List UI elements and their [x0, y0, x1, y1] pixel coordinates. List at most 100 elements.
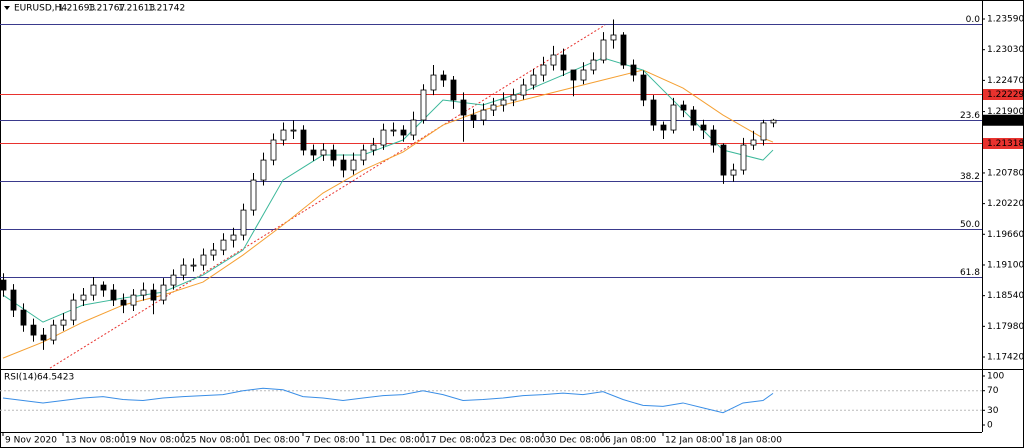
y-tick-label: 0 — [987, 421, 993, 431]
candle-body — [70, 299, 77, 321]
candle-body — [260, 159, 267, 181]
candle-body — [230, 234, 237, 241]
candle-body — [310, 149, 317, 156]
candle-body — [590, 59, 597, 71]
candle-body — [500, 99, 507, 106]
x-tick-label: 9 Nov 2020 — [5, 436, 57, 446]
rsi-value: 64.5423 — [37, 373, 74, 383]
candle-body — [630, 64, 637, 76]
fib-label: 38.2 — [960, 172, 980, 182]
candle-body — [220, 239, 227, 251]
candle-body — [10, 289, 17, 311]
rsi-line — [2, 387, 774, 414]
candle-body — [0, 279, 7, 291]
candle-body — [170, 274, 177, 286]
candle-body — [50, 324, 57, 341]
candle-body — [710, 129, 717, 146]
candle-body — [150, 289, 157, 301]
rsi-title: RSI(14) — [4, 373, 37, 383]
candle-body — [80, 294, 87, 301]
x-tick-label: 13 Nov 08:00 — [65, 436, 126, 446]
candle-body — [570, 69, 577, 81]
y-tick-label: 1.20220 — [987, 199, 1024, 209]
candle-body — [600, 39, 607, 61]
candle-body — [190, 264, 197, 267]
candle-body — [180, 264, 187, 276]
candle-body — [290, 129, 297, 132]
x-tick-label: 6 Jan 08:00 — [605, 436, 657, 446]
candle-body — [770, 119, 777, 124]
x-tick-label: 17 Dec 08:00 — [425, 436, 486, 446]
candle-body — [380, 129, 387, 146]
y-tick-label: 1.21900 — [987, 107, 1024, 117]
x-tick-label: 19 Nov 08:00 — [125, 436, 186, 446]
candle-body — [650, 99, 657, 126]
candle-body — [160, 284, 167, 301]
candle-body — [240, 209, 247, 236]
y-tick-label: 1.23030 — [987, 45, 1024, 55]
candle-body — [100, 284, 107, 291]
y-tick-label: 1.19660 — [987, 230, 1024, 240]
candle-body — [280, 129, 287, 141]
candle-body — [340, 159, 347, 171]
candle-body — [300, 129, 307, 151]
candle-body — [700, 124, 707, 131]
quote-low: 1.21613 — [118, 4, 155, 14]
y-tick-label: 1.19100 — [987, 260, 1024, 270]
candle-body — [20, 309, 27, 326]
candle-body — [470, 114, 477, 121]
candle-body — [420, 89, 427, 121]
candle-body — [320, 149, 327, 156]
x-tick-label: 23 Dec 08:00 — [485, 436, 546, 446]
x-tick-label: 1 Dec 08:00 — [245, 436, 300, 446]
candle-body — [390, 129, 397, 132]
candle-body — [490, 104, 497, 111]
y-tick-label: 1.17980 — [987, 322, 1024, 332]
candle-body — [550, 54, 557, 66]
menu-icon[interactable] — [4, 6, 10, 10]
candle-body — [480, 109, 487, 121]
price-tag-label: 1.21318 — [987, 139, 1024, 149]
x-tick-label: 25 Nov 08:00 — [185, 436, 246, 446]
candle-body — [670, 104, 677, 131]
trendline — [49, 24, 606, 369]
candle-body — [210, 249, 217, 256]
candle-body — [440, 74, 447, 81]
candle-body — [530, 74, 537, 86]
candle-body — [690, 109, 697, 126]
candle-body — [610, 34, 617, 41]
symbol-label: EURUSD,H4 — [14, 4, 67, 14]
candle-body — [90, 284, 97, 296]
candle-body — [360, 149, 367, 161]
y-tick-label: 70 — [987, 386, 999, 396]
x-tick-label: 7 Dec 08:00 — [305, 436, 360, 446]
candle-body — [130, 294, 137, 306]
fib-label: 23.6 — [960, 111, 980, 121]
y-tick-label: 1.18540 — [987, 291, 1024, 301]
candle-body — [510, 94, 517, 101]
candle-body — [110, 289, 117, 301]
x-tick-label: 30 Dec 08:00 — [545, 436, 606, 446]
candle-body — [620, 34, 627, 66]
candle-body — [660, 124, 667, 131]
y-tick-label: 30 — [987, 406, 999, 416]
price-tag — [983, 89, 1023, 100]
y-tick-label: 1.23590 — [987, 15, 1024, 25]
candle-body — [30, 324, 37, 336]
candle-body — [450, 79, 457, 101]
price-tag-label: 1.22229 — [987, 90, 1024, 100]
x-tick-label: 18 Jan 08:00 — [725, 436, 782, 446]
candle-body — [740, 144, 747, 171]
candle-body — [250, 179, 257, 211]
candle-body — [330, 149, 337, 161]
y-tick-label: 1.17420 — [987, 353, 1024, 363]
candle-body — [270, 139, 277, 161]
candle-body — [140, 289, 147, 296]
x-tick-label: 12 Jan 08:00 — [665, 436, 722, 446]
candle-body — [540, 64, 547, 76]
candle-body — [640, 74, 647, 101]
y-tick-label: 100 — [987, 372, 1004, 382]
